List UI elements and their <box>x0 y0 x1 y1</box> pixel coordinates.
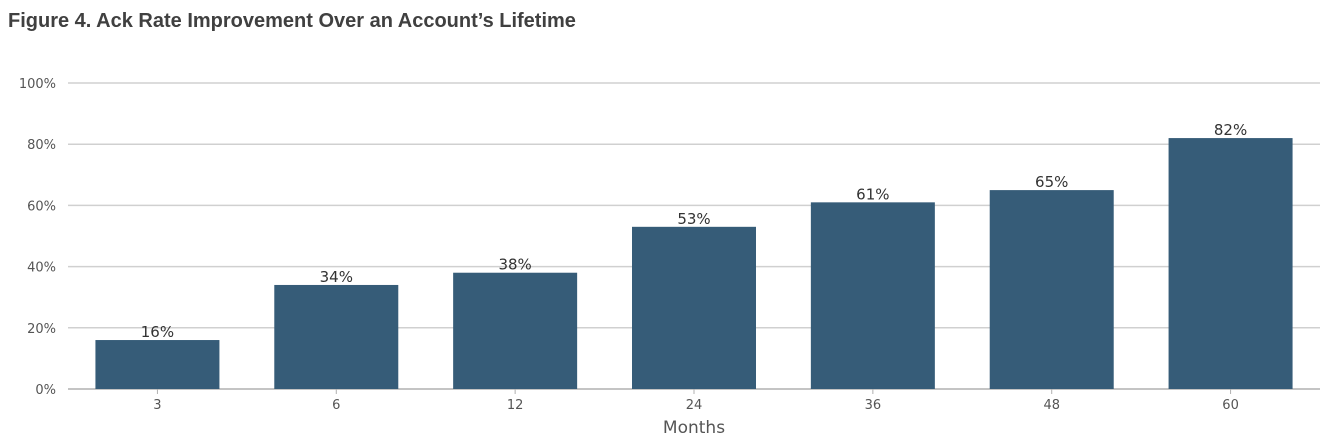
bars <box>95 138 1293 389</box>
bar <box>632 226 756 389</box>
bar-value-label: 61% <box>856 185 889 203</box>
x-tick-label: 6 <box>332 398 340 413</box>
x-tick-label: 12 <box>507 398 524 413</box>
y-tick-label: 20% <box>27 322 56 337</box>
bar-value-label: 16% <box>141 323 174 341</box>
bar <box>274 284 399 389</box>
y-tick-label: 100% <box>19 77 56 92</box>
bar <box>95 340 220 389</box>
y-tick-label: 0% <box>35 383 56 398</box>
bar <box>1168 138 1293 389</box>
bar-value-label: 53% <box>677 210 710 228</box>
bar-value-label: 34% <box>320 268 353 286</box>
bar <box>453 272 578 389</box>
x-tick-label: 24 <box>686 398 703 413</box>
bar-value-label: 82% <box>1214 121 1247 139</box>
x-tick-label: 3 <box>153 398 161 413</box>
bar-value-label: 65% <box>1035 173 1068 191</box>
x-tick-label: 48 <box>1043 398 1060 413</box>
bar-value-label: 38% <box>498 256 531 274</box>
bar-value-labels: 16% 34% 38% 53% 61% 65% 82% <box>141 121 1247 341</box>
y-axis-ticks: 0% 20% 40% 60% 80% 100% <box>19 77 56 398</box>
x-tick-label: 60 <box>1222 398 1239 413</box>
y-tick-label: 40% <box>27 261 56 276</box>
bar <box>989 190 1114 389</box>
figure-title: Figure 4. Ack Rate Improvement Over an A… <box>8 10 576 32</box>
x-axis-ticks: 3 6 12 24 36 48 60 <box>153 389 1239 413</box>
bar <box>810 202 935 389</box>
y-tick-label: 60% <box>27 199 56 214</box>
y-tick-label: 80% <box>27 138 56 153</box>
x-tick-label: 36 <box>865 398 882 413</box>
x-axis-title: Months <box>663 418 725 438</box>
